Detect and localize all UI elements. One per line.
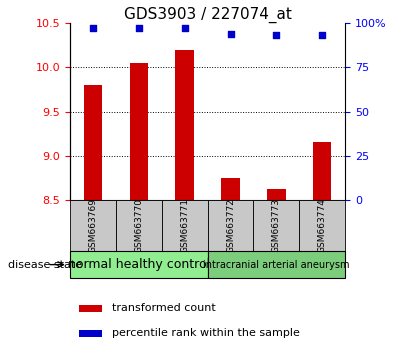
Bar: [175, 50, 194, 200]
Point: [181, 25, 188, 31]
Bar: [313, 142, 331, 200]
Point: [227, 31, 234, 36]
Text: normal healthy control: normal healthy control: [68, 258, 210, 271]
Point: [90, 25, 96, 31]
Bar: [79, 305, 102, 312]
Text: disease state: disease state: [8, 259, 82, 270]
Point: [319, 33, 326, 38]
Text: GSM663769: GSM663769: [88, 198, 97, 253]
Title: GDS3903 / 227074_at: GDS3903 / 227074_at: [124, 7, 291, 23]
Text: transformed count: transformed count: [112, 303, 215, 313]
Bar: [116, 200, 162, 251]
Text: GSM663770: GSM663770: [134, 198, 143, 253]
Text: GSM663774: GSM663774: [318, 198, 327, 253]
Text: GSM663772: GSM663772: [226, 198, 235, 253]
Bar: [70, 251, 208, 278]
Bar: [299, 200, 345, 251]
Bar: [79, 330, 102, 337]
Point: [273, 33, 279, 38]
Text: GSM663771: GSM663771: [180, 198, 189, 253]
Bar: [208, 251, 345, 278]
Point: [136, 25, 142, 31]
Bar: [84, 85, 102, 200]
Text: intracranial arterial aneurysm: intracranial arterial aneurysm: [203, 259, 350, 270]
Bar: [267, 189, 286, 200]
Bar: [162, 200, 208, 251]
Bar: [222, 178, 240, 200]
Bar: [208, 200, 254, 251]
Text: percentile rank within the sample: percentile rank within the sample: [112, 328, 300, 338]
Bar: [129, 63, 148, 200]
Bar: [70, 200, 116, 251]
Bar: [254, 200, 299, 251]
Text: GSM663773: GSM663773: [272, 198, 281, 253]
